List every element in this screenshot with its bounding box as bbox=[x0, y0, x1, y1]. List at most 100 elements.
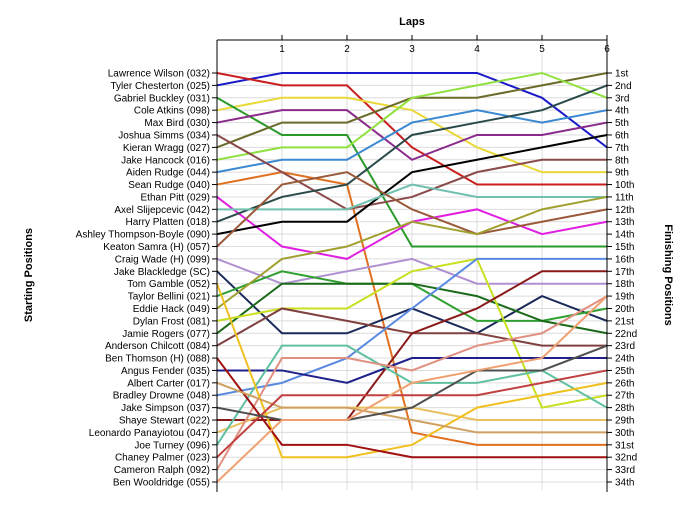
finish-label: 1st bbox=[615, 69, 629, 80]
finish-label: 23rd bbox=[615, 341, 635, 352]
finish-label: 20th bbox=[615, 304, 634, 315]
right-axis-title: Finishing Positions bbox=[662, 224, 674, 325]
start-label: Ben Thomson (H) (088) bbox=[105, 354, 210, 365]
series-line-34 bbox=[216, 295, 608, 483]
start-label: Joshua Simms (034) bbox=[118, 130, 210, 141]
series-lines bbox=[216, 71, 608, 483]
series-line-31 bbox=[216, 381, 607, 434]
start-label: Aiden Rudge (044) bbox=[126, 168, 210, 179]
finish-label: 2nd bbox=[615, 81, 632, 92]
start-label: Jake Hancock (016) bbox=[121, 155, 210, 166]
series-line-15 bbox=[216, 171, 608, 248]
start-label: Cameron Ralph (092) bbox=[114, 465, 210, 476]
start-label: Keaton Samra (H) (057) bbox=[103, 242, 210, 253]
finish-label: 11th bbox=[615, 192, 634, 203]
finish-label: 12th bbox=[615, 205, 634, 216]
start-label: Leonardo Panayiotou (047) bbox=[89, 428, 210, 439]
start-label: Sean Rudge (040) bbox=[128, 180, 210, 191]
finish-label: 3rd bbox=[615, 93, 629, 104]
series-line-8 bbox=[216, 109, 608, 174]
series-line-4 bbox=[216, 96, 607, 248]
start-label: Jake Blackledge (SC) bbox=[114, 267, 210, 278]
lap-tick-label: 1 bbox=[279, 44, 285, 55]
finish-label: 9th bbox=[615, 168, 629, 179]
series-line-30 bbox=[216, 357, 607, 459]
series-line-14 bbox=[217, 183, 607, 211]
finish-label: 16th bbox=[615, 254, 634, 265]
start-label: Tom Gamble (052) bbox=[127, 279, 210, 290]
finish-label: 22nd bbox=[615, 329, 637, 340]
finish-label: 18th bbox=[615, 279, 634, 290]
series-line-7 bbox=[216, 71, 608, 161]
start-label: Bradley Drowne (048) bbox=[113, 391, 210, 402]
start-label: Taylor Bellini (021) bbox=[128, 292, 210, 303]
lap-tick-label: 3 bbox=[409, 44, 415, 55]
finish-label: 29th bbox=[615, 416, 634, 427]
series-line-5 bbox=[216, 109, 608, 161]
start-label: Jamie Rogers (077) bbox=[122, 329, 210, 340]
finish-label: 31st bbox=[615, 440, 634, 451]
start-label: Kieran Wragg (027) bbox=[123, 143, 210, 154]
finish-label: 19th bbox=[615, 292, 634, 303]
finish-label: 7th bbox=[615, 143, 629, 154]
finish-label: 5th bbox=[615, 118, 629, 129]
finish-label: 26th bbox=[615, 378, 634, 389]
series-line-2 bbox=[216, 72, 607, 186]
finish-label: 30th bbox=[615, 428, 634, 439]
start-label: Gabriel Buckley (031) bbox=[114, 93, 210, 104]
start-label: Albert Carter (017) bbox=[127, 378, 210, 389]
finish-label: 6th bbox=[615, 130, 629, 141]
series-line-3 bbox=[216, 96, 607, 174]
start-label: Shaye Stewart (022) bbox=[119, 416, 210, 427]
start-label: Tyler Chesterton (025) bbox=[111, 81, 211, 92]
series-line-29 bbox=[216, 283, 608, 459]
finish-label: 27th bbox=[615, 391, 634, 402]
start-label: Ben Wooldridge (055) bbox=[113, 478, 210, 489]
finish-label: 14th bbox=[615, 230, 634, 241]
finish-label: 24th bbox=[615, 354, 634, 365]
series-line-23 bbox=[216, 257, 607, 397]
finish-label: 32nd bbox=[615, 453, 637, 464]
series-line-11 bbox=[216, 134, 607, 211]
lap-tick-label: 5 bbox=[539, 44, 545, 55]
start-label: Chaney Palmer (023) bbox=[115, 453, 210, 464]
start-label: Ashley Thompson-Boyle (090) bbox=[76, 230, 210, 241]
start-label: Jake Simpson (037) bbox=[121, 403, 210, 414]
lap-tick-label: 6 bbox=[604, 44, 610, 55]
start-label: Joe Turney (096) bbox=[134, 440, 210, 451]
finish-label: 10th bbox=[615, 180, 634, 191]
start-label: Angus Fender (035) bbox=[121, 366, 210, 377]
start-label: Ethan Pitt (029) bbox=[141, 192, 210, 203]
start-label: Harry Platten (018) bbox=[126, 217, 210, 228]
finish-label: 28th bbox=[615, 403, 634, 414]
series-line-32 bbox=[216, 369, 608, 458]
lap-tick-label: 4 bbox=[474, 44, 480, 55]
finish-label: 13th bbox=[615, 217, 634, 228]
finish-label: 34th bbox=[615, 478, 634, 489]
axis-labels: 1 2 3 4 5 6 Lawrence Wilson (032)Tyler Chester… bbox=[76, 44, 638, 489]
series-line-20 bbox=[216, 282, 608, 335]
series-line-1 bbox=[216, 72, 608, 149]
axes bbox=[212, 35, 612, 492]
start-label: Axel Slijepcevic (042) bbox=[114, 205, 210, 216]
finish-label: 8th bbox=[615, 155, 629, 166]
start-label: Dylan Frost (081) bbox=[133, 316, 210, 327]
series-line-28 bbox=[216, 295, 608, 471]
series-line-19 bbox=[216, 195, 608, 310]
start-label: Cole Atkins (098) bbox=[134, 106, 210, 117]
finish-label: 25th bbox=[615, 366, 634, 377]
start-label: Max Bird (030) bbox=[144, 118, 210, 129]
start-label: Anderson Chilcott (084) bbox=[105, 341, 210, 352]
finish-label: 4th bbox=[615, 106, 629, 117]
start-label: Eddie Hack (049) bbox=[133, 304, 210, 315]
series-line-12 bbox=[216, 84, 608, 223]
series-line-13 bbox=[216, 133, 608, 236]
finish-label: 15th bbox=[615, 242, 634, 253]
start-label: Craig Wade (H) (099) bbox=[115, 254, 210, 265]
x-axis-title: Laps bbox=[399, 16, 425, 28]
lap-tick-label: 2 bbox=[344, 44, 350, 55]
finish-label: 21st bbox=[615, 316, 634, 327]
finish-label: 17th bbox=[615, 267, 634, 278]
start-label: Lawrence Wilson (032) bbox=[108, 69, 210, 80]
